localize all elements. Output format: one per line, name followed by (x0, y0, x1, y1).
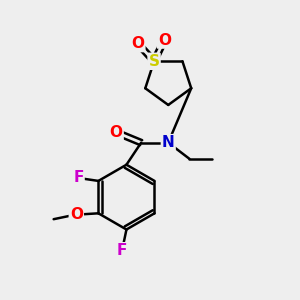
Text: F: F (73, 170, 84, 185)
Text: O: O (110, 125, 123, 140)
Text: S: S (148, 54, 160, 69)
Text: O: O (70, 207, 83, 222)
Text: N: N (162, 135, 175, 150)
Text: O: O (131, 36, 144, 51)
Text: F: F (117, 243, 127, 258)
Text: O: O (158, 33, 171, 48)
